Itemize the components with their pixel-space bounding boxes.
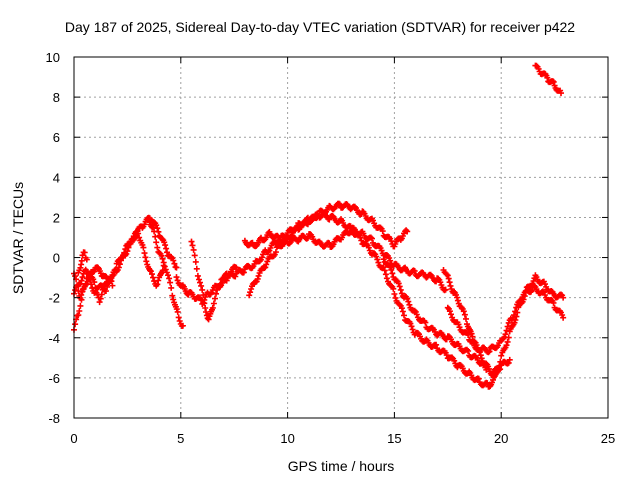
data-point-markers <box>71 270 116 306</box>
series-sat-c <box>71 270 116 306</box>
x-tick-label: 20 <box>494 431 508 446</box>
y-tick-label: -4 <box>48 331 60 346</box>
axis-ticks <box>73 56 609 419</box>
y-tick-label: -2 <box>48 291 60 306</box>
y-tick-label: 0 <box>53 251 60 266</box>
x-axis-label: GPS time / hours <box>287 458 395 474</box>
data-point-markers <box>380 256 490 373</box>
x-tick-label: 15 <box>387 431 401 446</box>
y-tick-labels: -8 -6 -4 -2 0 2 4 6 8 10 <box>46 50 60 426</box>
chart-title: Day 187 of 2025, Sidereal Day-to-day VTE… <box>64 19 576 35</box>
y-tick-label: 6 <box>53 130 60 145</box>
data-point-markers <box>241 224 449 294</box>
data-point-markers <box>532 62 565 97</box>
y-axis-label: SDTVAR / TECUs <box>10 181 26 295</box>
x-tick-label: 0 <box>70 431 77 446</box>
series-sat-l <box>444 282 567 356</box>
series-sat-e <box>145 216 186 329</box>
series-sat-i <box>241 224 449 294</box>
x-tick-label: 25 <box>601 431 615 446</box>
data-points <box>71 62 567 390</box>
data-point-markers <box>75 249 90 276</box>
series-sat-g <box>188 238 240 323</box>
y-tick-label: 8 <box>53 90 60 105</box>
x-tick-labels: 0 5 10 15 20 25 <box>70 431 615 446</box>
y-tick-label: 2 <box>53 210 60 225</box>
data-point-markers <box>188 238 240 323</box>
x-tick-label: 10 <box>280 431 294 446</box>
series-sat-d <box>75 249 90 276</box>
data-point-markers <box>246 200 411 299</box>
y-tick-label: 4 <box>53 170 60 185</box>
x-tick-label: 5 <box>177 431 184 446</box>
data-point-markers <box>145 216 186 329</box>
y-tick-label: -6 <box>48 371 60 386</box>
series-sat-h <box>246 200 411 299</box>
plot-frame <box>73 56 609 419</box>
series-sat-m <box>532 62 565 97</box>
y-tick-label: 10 <box>46 50 60 65</box>
data-point-markers <box>444 282 567 356</box>
series-sat-j <box>380 256 490 373</box>
y-tick-label: -8 <box>48 411 60 426</box>
